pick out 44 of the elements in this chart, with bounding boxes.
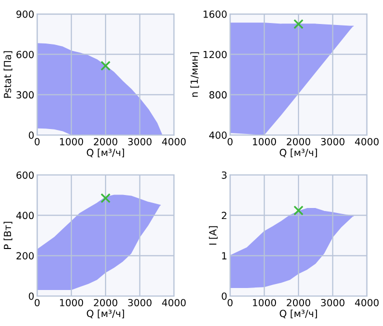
- y-axis-title: I [А]: [208, 226, 218, 245]
- y-tick-label: 2: [222, 212, 226, 220]
- x-tick-label: 4000: [355, 138, 379, 146]
- x-tick-label: 4000: [355, 298, 379, 306]
- y-tick-label: 300: [16, 91, 34, 99]
- x-tick-label: 2000: [94, 298, 118, 306]
- y-tick-label: 200: [16, 252, 34, 260]
- x-axis-title: Q [м³/ч]: [280, 310, 317, 318]
- y-tick-label: 900: [16, 10, 34, 18]
- x-tick-label: 0: [228, 138, 233, 146]
- x-tick-label: 2000: [286, 138, 310, 146]
- y-tick-label: 600: [16, 171, 34, 179]
- y-tick-label: 3: [222, 171, 227, 179]
- x-tick-label: 3000: [128, 298, 152, 306]
- y-axis-title: n [1/мин]: [190, 52, 200, 97]
- x-tick-label: 0: [34, 298, 40, 306]
- y-tick-label: 800: [209, 91, 227, 99]
- x-tick-label: 3000: [128, 138, 152, 146]
- x-tick-label: 0: [34, 138, 40, 146]
- x-tick-label: 1000: [60, 138, 84, 146]
- x-tick-label: 2000: [286, 298, 310, 306]
- x-tick-label: 1000: [60, 298, 84, 306]
- y-tick-label: 400: [16, 212, 34, 220]
- x-axis-title: Q [м³/ч]: [280, 148, 317, 158]
- y-tick-label: 1600: [204, 10, 227, 18]
- x-tick-label: 0: [228, 298, 233, 306]
- y-tick-label: 600: [16, 50, 34, 58]
- y-tick-label: 400: [209, 132, 227, 139]
- y-tick-label: 0: [28, 132, 34, 139]
- y-tick-label: 1200: [204, 50, 227, 58]
- x-axis-title: Q [м³/ч]: [86, 148, 124, 158]
- x-tick-label: 2000: [94, 138, 118, 146]
- y-tick-label: 0: [222, 292, 227, 300]
- x-tick-label: 3000: [321, 138, 344, 146]
- y-axis-title: Pstat [Па]: [4, 51, 12, 98]
- y-tick-label: 0: [28, 292, 34, 300]
- x-tick-label: 1000: [252, 138, 276, 146]
- x-tick-label: 3000: [321, 298, 344, 306]
- x-tick-label: 1000: [252, 298, 276, 306]
- y-tick-label: 1: [222, 252, 226, 260]
- y-axis-title: P [Вт]: [4, 222, 12, 249]
- x-tick-label: 4000: [162, 138, 186, 146]
- x-axis-title: Q [м³/ч]: [86, 310, 124, 318]
- x-tick-label: 4000: [162, 298, 186, 306]
